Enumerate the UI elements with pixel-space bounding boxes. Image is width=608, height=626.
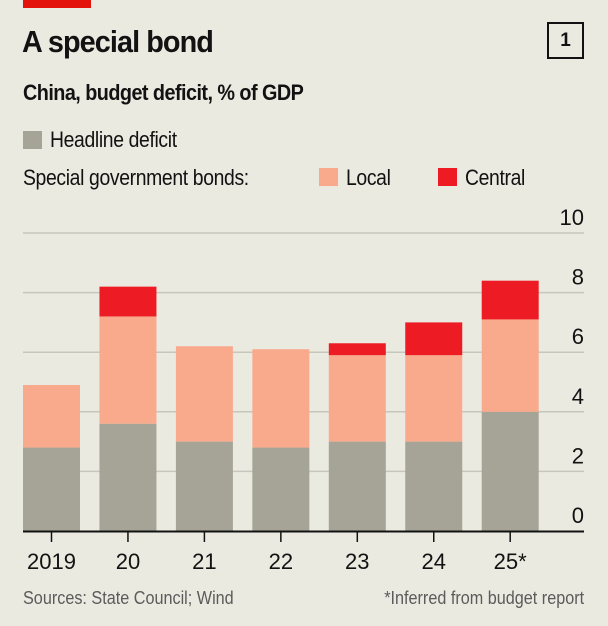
x-tick-label: 20 [116, 549, 140, 574]
bar-local [175, 346, 233, 442]
x-tick-labels: 2019 20 21 22 23 24 25* [27, 549, 527, 574]
x-tick-label: 25* [494, 549, 527, 574]
bar-local [252, 349, 310, 448]
legend-swatch-central [438, 168, 457, 186]
bar-local [23, 384, 80, 448]
x-tick-label: 22 [269, 549, 293, 574]
y-tick-label: 8 [572, 265, 584, 290]
y-tick-label: 0 [572, 503, 584, 528]
bar-local [405, 355, 463, 442]
bar-headline [481, 411, 539, 531]
legend-swatch-headline [23, 131, 42, 149]
bar-central [99, 286, 157, 317]
bar-headline [252, 447, 310, 531]
bars [23, 280, 539, 531]
legend-swatch-local [319, 168, 338, 186]
legend-bonds-prefix: Special government bonds: [23, 165, 249, 190]
bar-central [405, 322, 463, 356]
bar-headline [328, 441, 386, 531]
accent-bar [23, 0, 91, 8]
x-tick-label: 23 [345, 549, 369, 574]
chart-subtitle: China, budget deficit, % of GDP [23, 80, 304, 105]
chart-number-badge: 1 [547, 22, 584, 59]
y-tick-label: 2 [572, 443, 584, 468]
bar-local [328, 355, 386, 442]
footnote: *Inferred from budget report [384, 588, 584, 608]
chart-title: A special bond [22, 24, 214, 59]
x-tick-label: 2019 [27, 549, 76, 574]
x-tick-label: 21 [192, 549, 216, 574]
x-axis [23, 530, 584, 542]
bar-headline [405, 441, 463, 531]
y-tick-label: 4 [572, 384, 584, 409]
bar-central [328, 343, 386, 356]
bar-central [481, 280, 539, 320]
x-tick-label: 24 [422, 549, 446, 574]
y-tick-labels: 0 2 4 6 8 10 [560, 205, 584, 528]
bar-local [481, 319, 539, 412]
legend-label-central: Central [465, 165, 525, 190]
bar-headline [175, 441, 233, 531]
legend-headline: Headline deficit [23, 127, 423, 153]
legend-label-headline: Headline deficit [50, 127, 177, 152]
bar-local [99, 316, 157, 424]
legend-label-local: Local [346, 165, 391, 190]
y-tick-label: 6 [572, 324, 584, 349]
legend-special-bonds: Special government bonds: Local Central [23, 165, 603, 191]
bar-headline [99, 423, 157, 531]
bar-headline [23, 447, 80, 531]
sources-note: Sources: State Council; Wind [23, 588, 234, 608]
y-tick-label: 10 [560, 205, 584, 230]
